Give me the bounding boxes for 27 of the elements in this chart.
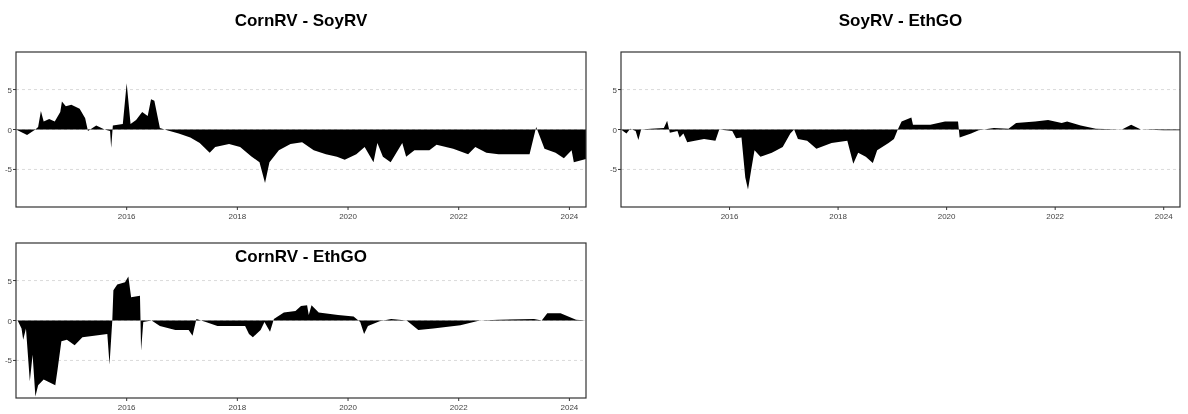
x-tick-label: 2024	[560, 212, 579, 221]
x-tick-label: 2020	[937, 212, 957, 221]
x-tick-label: 2018	[829, 212, 848, 221]
x-tick-label: 2022	[449, 403, 469, 412]
y-tick-label: 5	[612, 85, 618, 95]
chart-title: SoyRV - EthGO	[838, 11, 963, 30]
x-tick-label: 2018	[228, 212, 247, 221]
x-tick-label: 2022	[1046, 212, 1065, 221]
x-tick-label: 2020	[339, 403, 358, 412]
x-tick-label: 2024	[1154, 212, 1174, 221]
y-tick-label: 5	[7, 85, 13, 95]
chart-title: CornRV - SoyRV	[234, 11, 368, 30]
x-tick-label: 2020	[339, 212, 358, 221]
y-tick-label: 0	[7, 125, 13, 135]
y-tick-label: 0	[612, 125, 618, 135]
y-tick-label: -5	[4, 165, 13, 175]
x-tick-label: 2024	[560, 403, 579, 412]
y-tick-label: 0	[7, 316, 13, 326]
x-tick-label: 2016	[117, 403, 137, 412]
y-tick-label: 5	[7, 276, 13, 286]
y-tick-label: -5	[609, 165, 618, 175]
x-tick-label: 2022	[449, 212, 469, 221]
x-tick-label: 2016	[720, 212, 739, 221]
x-tick-label: 2018	[228, 403, 247, 412]
chart-title: CornRV - EthGO	[235, 247, 367, 266]
x-tick-label: 2016	[117, 212, 137, 221]
y-tick-label: -5	[4, 356, 13, 366]
